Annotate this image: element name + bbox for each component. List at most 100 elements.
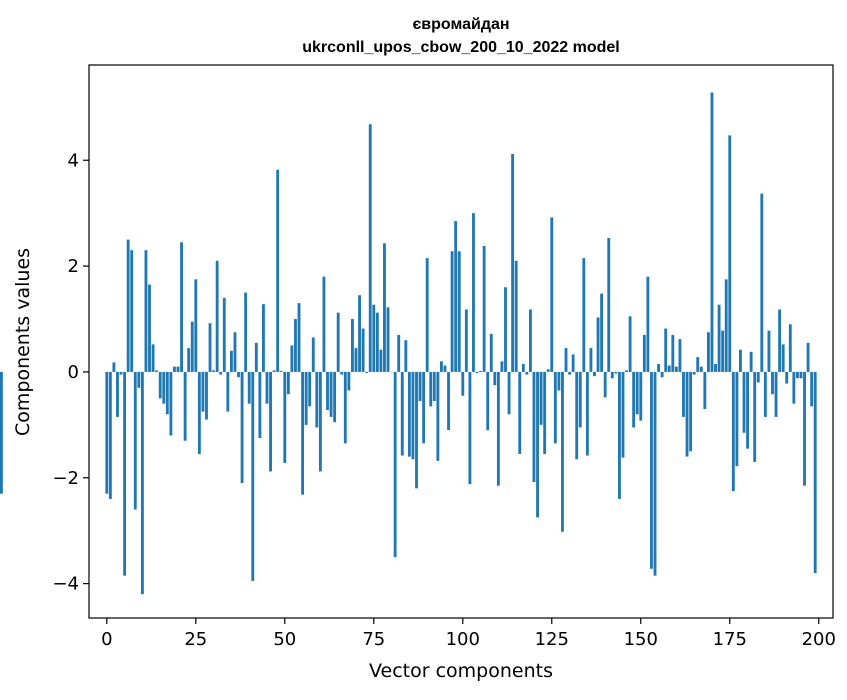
bar [732, 372, 735, 491]
bar [600, 294, 603, 372]
bar [358, 295, 361, 372]
bar [340, 372, 343, 375]
bar [112, 362, 115, 372]
x-tick-label: 125 [535, 629, 569, 650]
bar [550, 217, 553, 372]
bar [536, 372, 539, 518]
bar [476, 372, 479, 373]
bar [187, 348, 190, 372]
bar [298, 303, 301, 372]
bar [590, 348, 593, 372]
y-tick-label: −2 [52, 468, 79, 489]
bar [355, 348, 358, 372]
bar [287, 372, 290, 394]
bar [301, 372, 304, 495]
y-tick-label: 4 [68, 150, 79, 171]
bar [429, 372, 432, 406]
bar [408, 372, 411, 457]
bar [582, 258, 585, 372]
bar [162, 372, 165, 404]
bar [440, 361, 443, 372]
bar [565, 348, 568, 372]
bar [604, 372, 607, 397]
bar [148, 285, 151, 372]
bar [639, 372, 642, 421]
bar [212, 370, 215, 372]
bar [501, 361, 504, 372]
bar [522, 364, 525, 372]
x-tick-label: 50 [273, 629, 296, 650]
bar [643, 335, 646, 372]
bar [497, 372, 500, 486]
bar [533, 372, 536, 482]
bar [333, 372, 336, 422]
bar [557, 372, 560, 391]
bar [169, 372, 172, 436]
x-tick-label: 150 [624, 629, 658, 650]
bar [525, 372, 528, 375]
bar [490, 334, 493, 372]
bar [458, 251, 461, 372]
bar [376, 313, 379, 372]
bar [283, 372, 286, 463]
bar [618, 372, 621, 499]
bar [785, 372, 788, 384]
bar [735, 372, 738, 466]
bar [444, 366, 447, 372]
bar [803, 372, 806, 486]
bar [768, 331, 771, 372]
bar [116, 372, 119, 417]
bar [241, 372, 244, 483]
bar [404, 340, 407, 372]
bar [305, 372, 308, 425]
bar [654, 372, 657, 576]
bar [155, 370, 158, 372]
bar [326, 372, 329, 410]
bar [0, 372, 3, 494]
bar [689, 372, 692, 451]
bar [472, 213, 475, 372]
bar [707, 332, 710, 372]
bar [330, 372, 333, 417]
bar [387, 307, 390, 372]
bar [323, 277, 326, 372]
bar [251, 372, 254, 581]
bar [120, 372, 123, 375]
bar [771, 372, 774, 394]
bar [632, 372, 635, 428]
bar [504, 287, 507, 372]
bar [703, 372, 706, 409]
bar [447, 372, 450, 430]
bar [344, 372, 347, 443]
bar [127, 240, 130, 372]
bar [743, 372, 746, 433]
bar [725, 279, 728, 372]
bar [664, 329, 667, 372]
bar [451, 251, 454, 372]
bar [372, 305, 375, 372]
bar [294, 319, 297, 372]
bar [782, 344, 785, 372]
bar [315, 372, 318, 428]
bar [397, 335, 400, 372]
chart-title-line1: євромайдан [412, 16, 509, 33]
bar [319, 372, 322, 471]
bar [493, 372, 496, 385]
bar [668, 366, 671, 372]
bar [226, 372, 229, 412]
bar [711, 93, 714, 372]
bar [657, 364, 660, 372]
bar [219, 372, 222, 375]
bar [433, 372, 436, 401]
bar [362, 329, 365, 372]
bar [611, 372, 614, 378]
bar [810, 372, 813, 406]
bar [714, 364, 717, 372]
bar [454, 221, 457, 372]
bar [351, 319, 354, 372]
bar [508, 372, 511, 414]
bar [543, 372, 546, 454]
bar [814, 372, 817, 573]
x-tick-label: 175 [713, 629, 747, 650]
